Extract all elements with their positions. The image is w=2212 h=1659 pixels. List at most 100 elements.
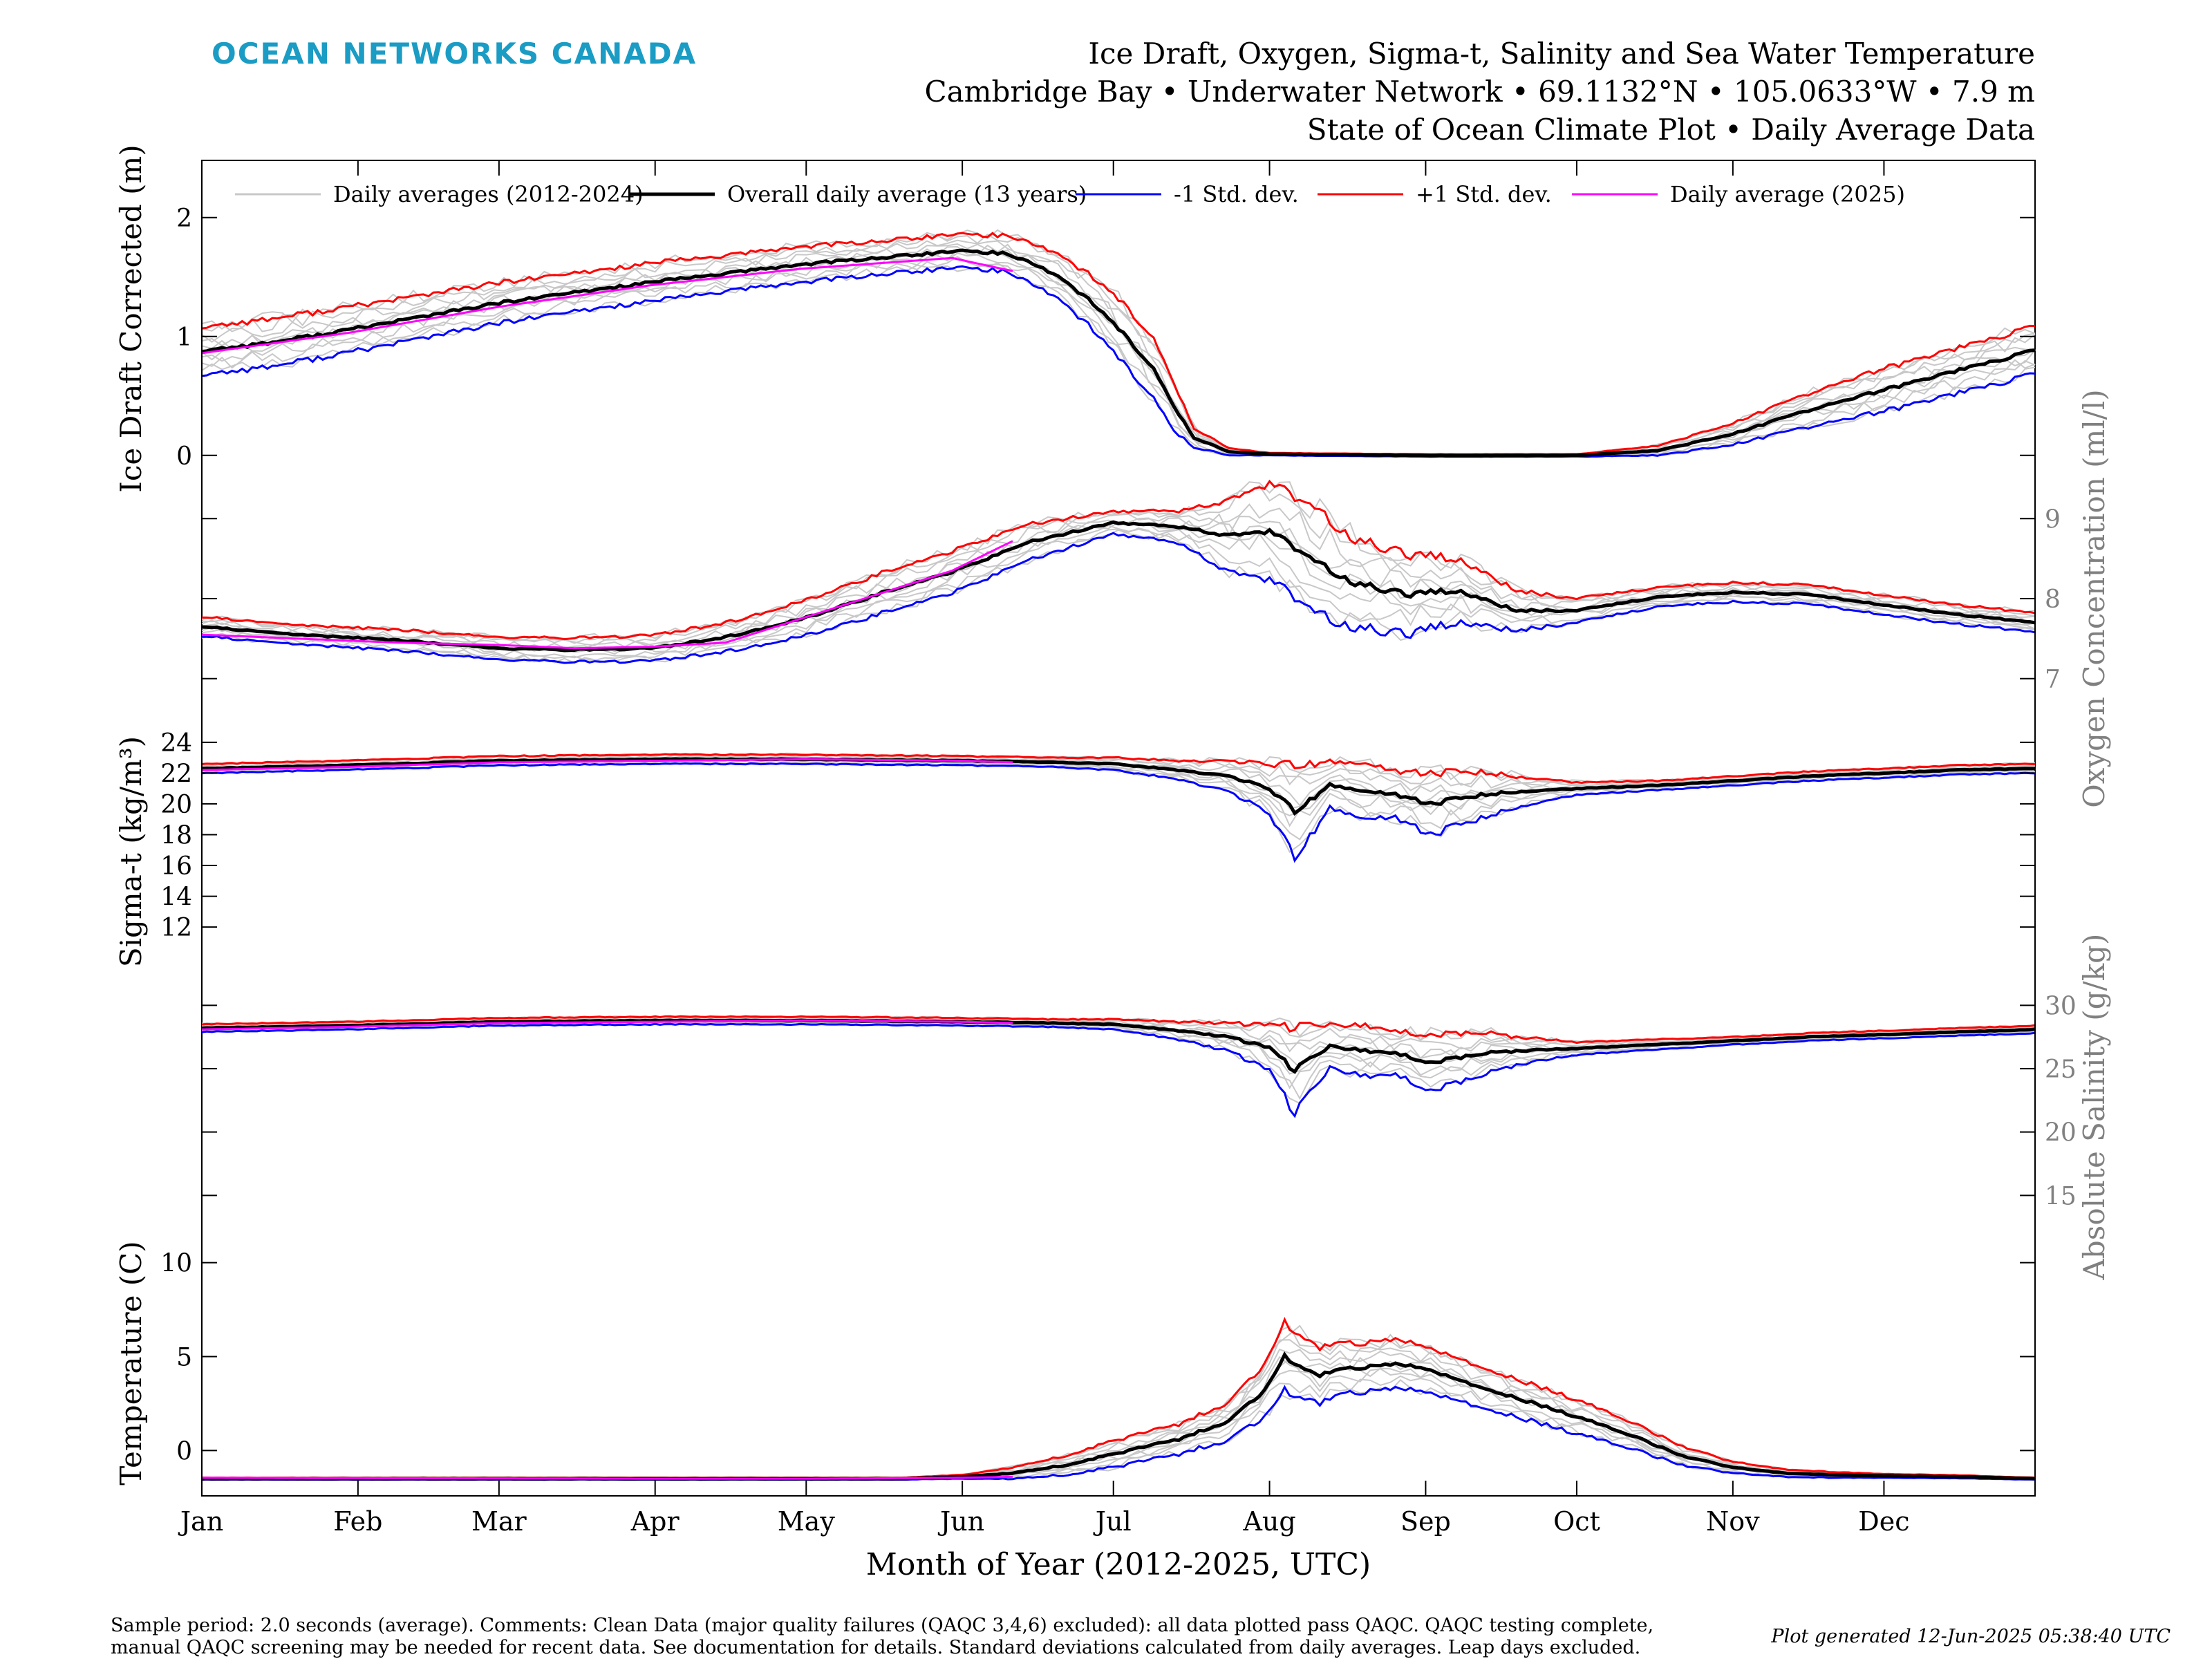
legend-label-plus_std: +1 Std. dev. xyxy=(1416,181,1552,207)
y-axis-label-temperature: Temperature (C) xyxy=(114,1241,148,1485)
y-axis-oxygen: 7 8 9 Oxygen Concentration (ml/l) xyxy=(202,389,2111,808)
y-tick-label: 22 xyxy=(160,760,192,788)
x-tick-label: Jun xyxy=(937,1506,984,1537)
y-tick-label: 16 xyxy=(160,852,192,881)
history-trace xyxy=(201,758,2036,817)
y-tick-label: 20 xyxy=(160,791,192,819)
x-tick-label: May xyxy=(778,1506,836,1537)
y-tick-label: 5 xyxy=(176,1343,192,1371)
legend-label-minus_std: -1 Std. dev. xyxy=(1174,181,1299,207)
y-axis-label-sigma: Sigma-t (kg/m³) xyxy=(114,736,148,967)
current-year-line xyxy=(202,1475,1013,1480)
current-year-line xyxy=(201,1019,1013,1031)
series-layer xyxy=(201,229,2036,1481)
x-tick-label: Jan xyxy=(178,1506,223,1537)
y-tick-label: 18 xyxy=(160,821,192,850)
y-tick-label: 12 xyxy=(160,914,192,942)
x-tick-label: Nov xyxy=(1706,1506,1760,1537)
history-trace xyxy=(202,1356,2036,1480)
history-trace xyxy=(201,761,2036,853)
minus-std-line xyxy=(201,762,2036,863)
y-tick-label: 14 xyxy=(160,883,192,912)
history-trace xyxy=(201,481,2036,641)
legend-label-mean: Overall daily average (13 years) xyxy=(727,181,1087,207)
x-tick-label: Jul xyxy=(1093,1506,1132,1537)
y-axis-label-oxygen: Oxygen Concentration (ml/l) xyxy=(2077,389,2111,808)
plot-area xyxy=(201,160,2036,1497)
plot-generated-timestamp: Plot generated 12-Jun-2025 05:38:40 UTC xyxy=(1770,1626,2171,1647)
legend-label-history: Daily averages (2012-2024) xyxy=(333,181,644,207)
current-year-line xyxy=(201,256,1013,355)
panel-ice xyxy=(201,229,2036,458)
y-tick-label: 25 xyxy=(2045,1056,2077,1084)
current-year-line xyxy=(201,540,1013,650)
ocean-networks-canada-logo: OCEAN NETWORKS CANADA xyxy=(212,37,697,71)
y-tick-label: 7 xyxy=(2045,666,2061,694)
panel-salinity xyxy=(201,1015,2036,1118)
x-tick-label: Apr xyxy=(630,1506,680,1537)
footer-comment-line-1: Sample period: 2.0 seconds (average). Co… xyxy=(111,1615,1653,1636)
title-line-3: State of Ocean Climate Plot • Daily Aver… xyxy=(1307,113,2035,147)
y-axis-label-salinity: Absolute Salinity (g/kg) xyxy=(2077,934,2111,1281)
history-trace xyxy=(201,758,2036,827)
history-trace xyxy=(201,503,2036,646)
y-tick-label: 8 xyxy=(2045,585,2061,614)
mean-line xyxy=(201,1351,2036,1481)
history-trace xyxy=(201,525,2036,659)
y-tick-label: 2 xyxy=(176,205,192,233)
history-trace xyxy=(201,529,2036,664)
panel-temperature xyxy=(201,1317,2036,1481)
history-trace xyxy=(201,252,2036,457)
y-tick-label: 0 xyxy=(176,1437,192,1465)
legend: Daily averages (2012-2024) Overall daily … xyxy=(235,181,1905,207)
history-trace xyxy=(201,1324,2036,1479)
y-tick-label: 9 xyxy=(2045,505,2061,534)
x-tick-label: Oct xyxy=(1553,1506,1600,1537)
mean-line xyxy=(201,248,2036,458)
x-axis-label: Month of Year (2012-2025, UTC) xyxy=(866,1547,1371,1582)
footer-comment-line-2: manual QAQC screening may be needed for … xyxy=(111,1637,1640,1658)
x-tick-label: Mar xyxy=(471,1506,527,1537)
history-trace xyxy=(201,1368,2036,1481)
y-tick-label: 30 xyxy=(2045,992,2077,1020)
y-tick-label: 24 xyxy=(160,729,192,758)
y-tick-label: 20 xyxy=(2045,1119,2077,1147)
plus-std-line xyxy=(201,753,2036,785)
history-trace xyxy=(201,256,2036,458)
x-tick-label: Dec xyxy=(1858,1506,1909,1537)
y-tick-label: 1 xyxy=(176,324,192,352)
minus-std-line xyxy=(202,532,2036,664)
mean-line xyxy=(201,1018,2036,1074)
x-tick-label: Sep xyxy=(1400,1506,1451,1537)
y-axis-salinity: 15 20 25 30 Absolute Salinity (g/kg) xyxy=(202,934,2111,1281)
y-axis-temperature: 0 5 10 Temperature (C) xyxy=(114,1230,2035,1496)
history-trace xyxy=(201,485,2036,644)
plus-std-line xyxy=(201,232,2036,456)
y-tick-label: 15 xyxy=(2045,1182,2077,1210)
y-axis-label-ice: Ice Draft Corrected (m) xyxy=(114,144,148,492)
y-tick-label: 0 xyxy=(176,442,192,471)
panel-sigma xyxy=(201,752,2036,863)
history-trace xyxy=(201,1358,2036,1480)
x-tick-label: Aug xyxy=(1242,1506,1295,1537)
history-trace xyxy=(202,1375,2036,1481)
x-tick-label: Feb xyxy=(333,1506,382,1537)
legend-label-current: Daily average (2025) xyxy=(1670,181,1905,207)
panel-oxygen xyxy=(201,479,2036,664)
plot-box xyxy=(201,160,2036,1497)
minus-std-line xyxy=(201,1022,2036,1118)
mean-line xyxy=(201,520,2036,653)
current-year-line xyxy=(201,758,1013,771)
plus-std-line xyxy=(202,479,2036,641)
plus-std-line xyxy=(201,1015,2036,1044)
x-axis: Jan Feb Mar Apr May Jun Jul Aug Sep Oct Nov Dec xyxy=(178,160,1910,1537)
history-trace xyxy=(201,1339,2036,1479)
minus-std-line xyxy=(201,265,2036,458)
title-line-1: Ice Draft, Oxygen, Sigma-t, Salinity and… xyxy=(1088,37,2035,71)
history-trace xyxy=(201,1021,2036,1100)
y-tick-label: 10 xyxy=(160,1250,192,1278)
mean-line xyxy=(201,757,2036,816)
